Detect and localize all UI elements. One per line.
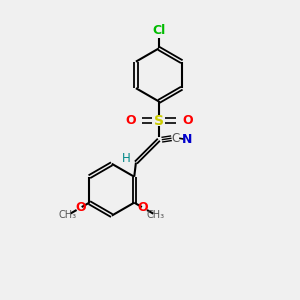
Text: CH₃: CH₃ [147,210,165,220]
Text: C: C [171,132,179,145]
Text: H: H [122,152,131,165]
Text: O: O [125,114,136,127]
Text: N: N [182,133,193,146]
Text: CH₃: CH₃ [58,210,77,220]
Text: O: O [138,201,148,214]
Text: O: O [182,114,193,127]
Text: Cl: Cl [152,24,166,37]
Text: S: S [154,114,164,128]
Text: O: O [75,201,86,214]
